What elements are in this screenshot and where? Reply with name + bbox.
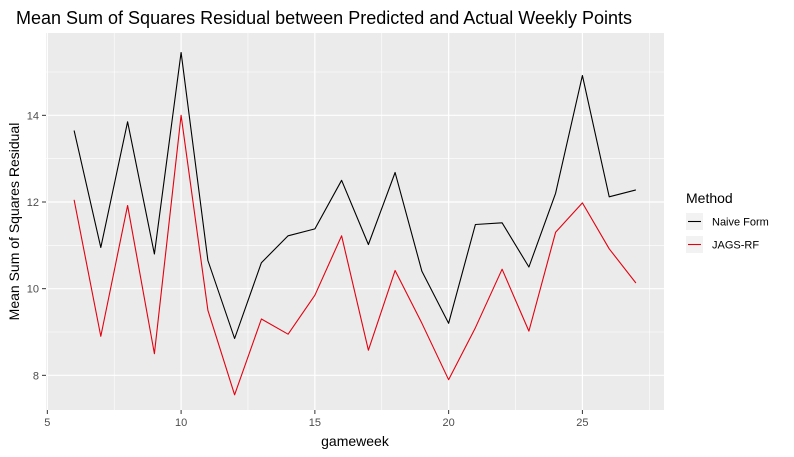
series-lines [73,51,637,396]
y-tick-label: 10 [27,284,39,296]
x-tick-label: 10 [175,417,187,429]
y-tick-label: 14 [27,110,39,122]
axis-ticks: 5 10 15 20 25 8 10 12 14 [27,110,589,429]
chart-title: Mean Sum of Squares Residual between Pre… [16,8,632,28]
plot-panel [46,33,664,410]
x-tick-label: 20 [443,417,455,429]
x-tick-label: 15 [309,417,321,429]
x-tick-label: 5 [44,417,50,429]
legend: Naive Form JAGS-RF [686,213,769,253]
legend-title: Method [686,190,733,206]
x-tick-label: 25 [576,417,588,429]
series-line-0 [73,51,637,340]
x-axis-title: gameweek [321,433,390,449]
y-axis-title: Mean Sum of Squares Residual [6,123,22,321]
y-tick-label: 12 [27,197,39,209]
legend-label-1: JAGS-RF [712,240,759,252]
series-line-1 [73,114,637,396]
grid-lines [46,33,664,410]
y-tick-label: 8 [33,370,39,382]
legend-label-0: Naive Form [712,217,769,229]
